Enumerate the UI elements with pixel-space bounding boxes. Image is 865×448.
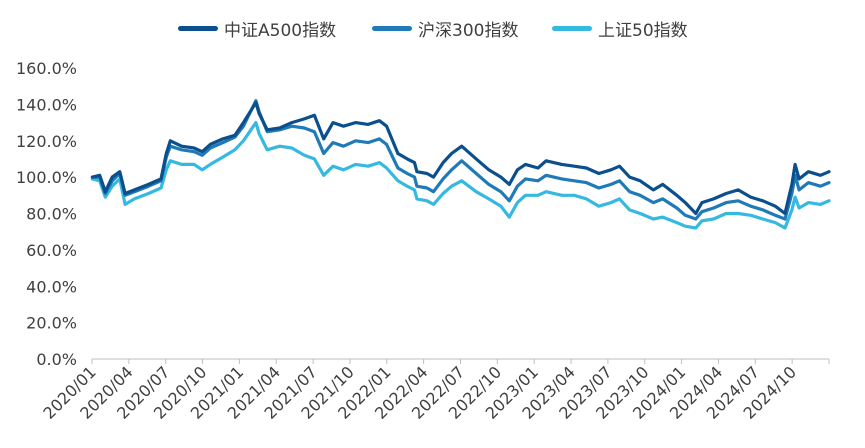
y-axis-tick-labels: 0.0% 20.0% 40.0% 60.0% 80.0% 100.0% 120.0% 140.…	[16, 59, 77, 369]
y-tick-label: 20.0%	[26, 314, 77, 333]
legend-label-a500: 中证A500指数	[224, 21, 337, 41]
legend-swatch-hs300	[372, 26, 412, 31]
legend-item-a500: 中证A500指数	[178, 16, 336, 41]
y-tick-label: 40.0%	[26, 277, 77, 296]
legend-item-hs300: 沪深300指数	[372, 16, 518, 41]
legend: 中证A500指数 沪深300指数 上证50指数	[0, 12, 865, 42]
y-tick-label: 120.0%	[16, 132, 77, 151]
series-line-2	[90, 120, 831, 230]
legend-label-sz50: 上证50指数	[598, 21, 688, 41]
y-tick-label: 80.0%	[26, 205, 77, 224]
y-tick-label: 140.0%	[16, 95, 77, 114]
legend-label-hs300: 沪深300指数	[418, 21, 519, 41]
x-axis: 2020/012020/042020/072020/102021/012021/…	[39, 358, 830, 423]
y-tick-label: 60.0%	[26, 241, 77, 260]
legend-swatch-sz50	[552, 26, 592, 31]
y-tick-label: 0.0%	[36, 350, 77, 369]
y-tick-label: 160.0%	[16, 59, 77, 78]
series-line-1	[90, 99, 831, 221]
series-line-0	[90, 100, 831, 216]
legend-swatch-a500	[178, 26, 218, 31]
y-tick-label: 100.0%	[16, 168, 77, 187]
legend-item-sz50: 上证50指数	[552, 16, 688, 41]
series-lines	[90, 99, 831, 230]
